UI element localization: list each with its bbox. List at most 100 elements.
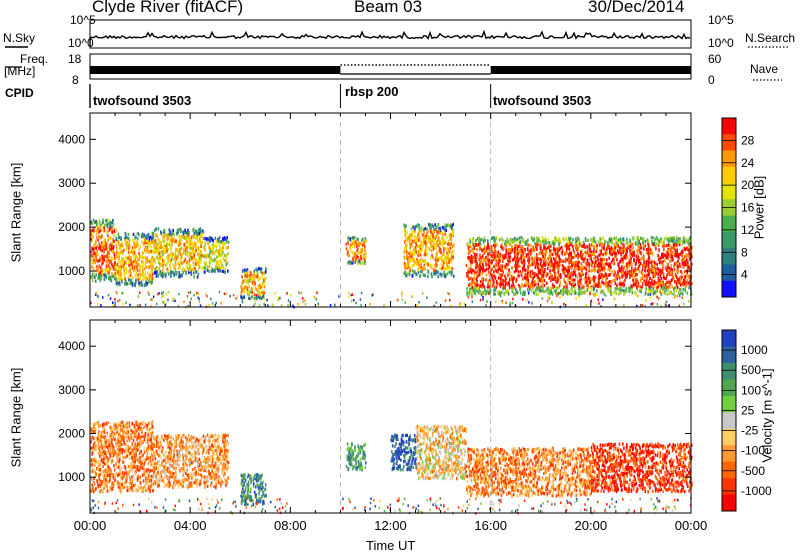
echo-cell bbox=[588, 263, 590, 267]
echo-cell bbox=[608, 273, 611, 277]
echo-cell bbox=[599, 262, 601, 266]
echo-cell bbox=[106, 230, 108, 234]
echo-cell bbox=[444, 247, 447, 251]
echo-cell bbox=[649, 286, 651, 290]
echo-cell bbox=[262, 281, 265, 285]
echo-cell bbox=[138, 247, 141, 251]
echo-cell bbox=[562, 292, 565, 295]
echo-cell bbox=[646, 269, 649, 273]
echo-cell bbox=[626, 269, 629, 274]
echo-cell bbox=[431, 223, 433, 227]
echo-cell bbox=[123, 265, 125, 270]
echo-cell bbox=[422, 233, 424, 237]
echo-cell bbox=[193, 271, 195, 275]
echo-cell bbox=[419, 249, 421, 253]
echo-cell bbox=[277, 298, 279, 301]
echo-cell bbox=[128, 245, 131, 249]
echo-cell bbox=[645, 287, 647, 291]
echo-cell bbox=[596, 289, 598, 293]
echo-cell bbox=[572, 248, 575, 252]
echo-cell bbox=[112, 301, 114, 304]
echo-cell bbox=[581, 291, 584, 295]
echo-cell bbox=[412, 225, 414, 229]
echo-cell bbox=[417, 223, 419, 227]
echo-cell bbox=[145, 257, 148, 261]
echo-cell bbox=[553, 284, 556, 288]
echo-cell bbox=[637, 264, 640, 269]
echo-cell bbox=[670, 267, 672, 271]
echo-cell bbox=[516, 263, 518, 268]
echo-cell bbox=[104, 254, 107, 259]
echo-cell bbox=[410, 258, 412, 262]
echo-cell bbox=[300, 291, 303, 295]
echo-cell bbox=[594, 255, 597, 259]
echo-cell bbox=[536, 240, 538, 244]
echo-cell bbox=[356, 258, 359, 262]
echo-cell bbox=[492, 243, 495, 248]
echo-cell bbox=[635, 272, 637, 277]
echo-cell bbox=[569, 276, 572, 280]
echo-cell bbox=[417, 261, 420, 265]
echo-cell bbox=[214, 250, 217, 254]
echo-cell bbox=[91, 272, 94, 276]
echo-cell bbox=[520, 258, 523, 262]
echo-cell bbox=[549, 292, 551, 295]
echo-cell bbox=[255, 267, 258, 271]
echo-cell bbox=[511, 248, 514, 252]
echo-cell bbox=[518, 284, 520, 288]
echo-cell bbox=[478, 259, 481, 263]
echo-cell bbox=[214, 244, 216, 248]
echo-cell bbox=[469, 244, 472, 248]
echo-cell bbox=[519, 291, 522, 295]
echo-cell bbox=[224, 266, 227, 270]
echo-cell bbox=[113, 253, 116, 257]
echo-cell bbox=[544, 263, 547, 267]
echo-cell bbox=[166, 256, 168, 260]
echo-cell bbox=[444, 232, 447, 236]
echo-cell bbox=[493, 250, 495, 254]
echo-cell bbox=[629, 286, 631, 290]
echo-cell bbox=[620, 257, 623, 261]
echo-cell bbox=[347, 241, 349, 245]
echo-cell bbox=[220, 254, 222, 258]
echo-cell bbox=[210, 255, 212, 259]
echo-cell bbox=[148, 293, 150, 296]
echo-cell bbox=[205, 262, 207, 266]
echo-cell bbox=[649, 293, 652, 296]
echo-cell bbox=[482, 265, 485, 269]
echo-cell bbox=[530, 259, 533, 264]
echo-cell bbox=[196, 232, 198, 236]
echo-cell bbox=[575, 237, 577, 241]
echo-cell bbox=[479, 253, 481, 257]
echo-cell bbox=[112, 247, 114, 251]
echo-cell bbox=[566, 274, 568, 278]
echo-cell bbox=[544, 239, 547, 243]
echo-cell bbox=[478, 246, 481, 250]
echo-cell bbox=[163, 259, 166, 263]
echo-cell bbox=[490, 236, 493, 240]
echo-cell bbox=[601, 236, 603, 240]
echo-cell bbox=[595, 259, 597, 263]
echo-cell bbox=[442, 262, 445, 266]
echo-cell bbox=[570, 278, 573, 282]
echo-cell bbox=[646, 238, 649, 242]
echo-cell bbox=[107, 264, 110, 268]
echo-cell bbox=[136, 260, 138, 264]
echo-cell bbox=[354, 258, 357, 262]
echo-cell bbox=[673, 296, 676, 299]
echo-cell bbox=[498, 265, 501, 269]
echo-cell bbox=[608, 250, 611, 254]
echo-cell bbox=[201, 254, 203, 258]
echo-cell bbox=[594, 291, 597, 295]
echo-cell bbox=[622, 273, 624, 277]
echo-cell bbox=[507, 274, 509, 278]
echo-cell bbox=[106, 250, 109, 255]
echo-cell bbox=[678, 262, 681, 266]
echo-cell bbox=[600, 264, 603, 268]
echo-cell bbox=[154, 261, 156, 265]
echo-cell bbox=[246, 268, 249, 272]
echo-cell bbox=[576, 237, 578, 241]
echo-cell bbox=[204, 266, 206, 270]
echo-cell bbox=[674, 272, 677, 276]
echo-cell bbox=[549, 262, 552, 266]
